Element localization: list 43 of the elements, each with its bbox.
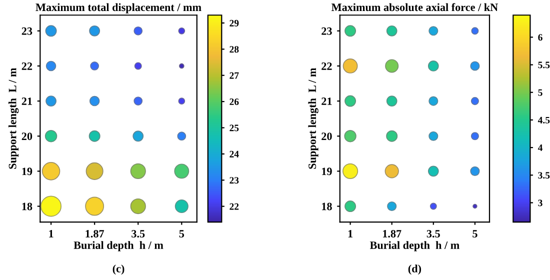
color-bar-label: 23 [230, 177, 239, 184]
color-bar-label: 28 [230, 46, 239, 53]
text: (c) [112, 264, 124, 275]
x-tick-label: 3.5 [132, 230, 145, 238]
y-tick-label: 18 [322, 202, 332, 210]
x-tick-label: 5 [472, 230, 478, 238]
y-tick-label: 21 [22, 98, 32, 105]
color-bar-label: 5.5 [538, 62, 550, 68]
chart-title: Maximum total displacement / mm [36, 3, 202, 14]
color-bar-label: 3.5 [538, 172, 550, 179]
color-bar-label: 3 [538, 200, 542, 206]
y-tick-label: 19 [22, 168, 32, 176]
y-tick-label: 20 [22, 132, 32, 140]
text: (d) [408, 264, 421, 275]
chart-title: Maximum absolute axial force / kN [332, 3, 498, 12]
x-axis-title: Burial depth h / m [370, 241, 460, 252]
color-bar-label: 29 [230, 20, 239, 26]
y-tick-label: 21 [322, 98, 332, 105]
x-tick-label: 5 [179, 230, 184, 238]
color-bar-label: 4 [538, 144, 543, 151]
y-tick-label: 22 [22, 62, 32, 70]
x-tick-label: 1.87 [383, 230, 402, 238]
y-axis-title: Support length L / m [308, 68, 318, 169]
color-bar-label: 24 [230, 150, 239, 158]
x-tick-label: 3.5 [426, 230, 440, 238]
y-tick-label: 18 [22, 202, 32, 210]
y-tick-label: 22 [322, 62, 332, 70]
y-axis-title: Support length L / m [8, 68, 19, 169]
color-bar-label: 25 [230, 124, 239, 132]
x-tick-label: 1 [49, 230, 54, 238]
x-tick-label: 1.87 [86, 230, 104, 238]
x-tick-label: 1 [348, 230, 352, 238]
y-tick-label: 20 [322, 132, 332, 140]
color-bar-label: 6 [538, 34, 542, 41]
color-bar-label: 26 [230, 98, 239, 106]
color-bar-label: 4.5 [538, 116, 550, 124]
y-tick-label: 23 [322, 27, 332, 35]
x-axis-title: Burial depth h / m [74, 241, 164, 252]
y-tick-label: 19 [322, 168, 332, 176]
color-bar-label: 5 [538, 89, 542, 96]
color-bar-label: 22 [230, 203, 239, 210]
y-tick-label: 23 [22, 27, 32, 35]
color-bar-label: 27 [230, 72, 239, 79]
